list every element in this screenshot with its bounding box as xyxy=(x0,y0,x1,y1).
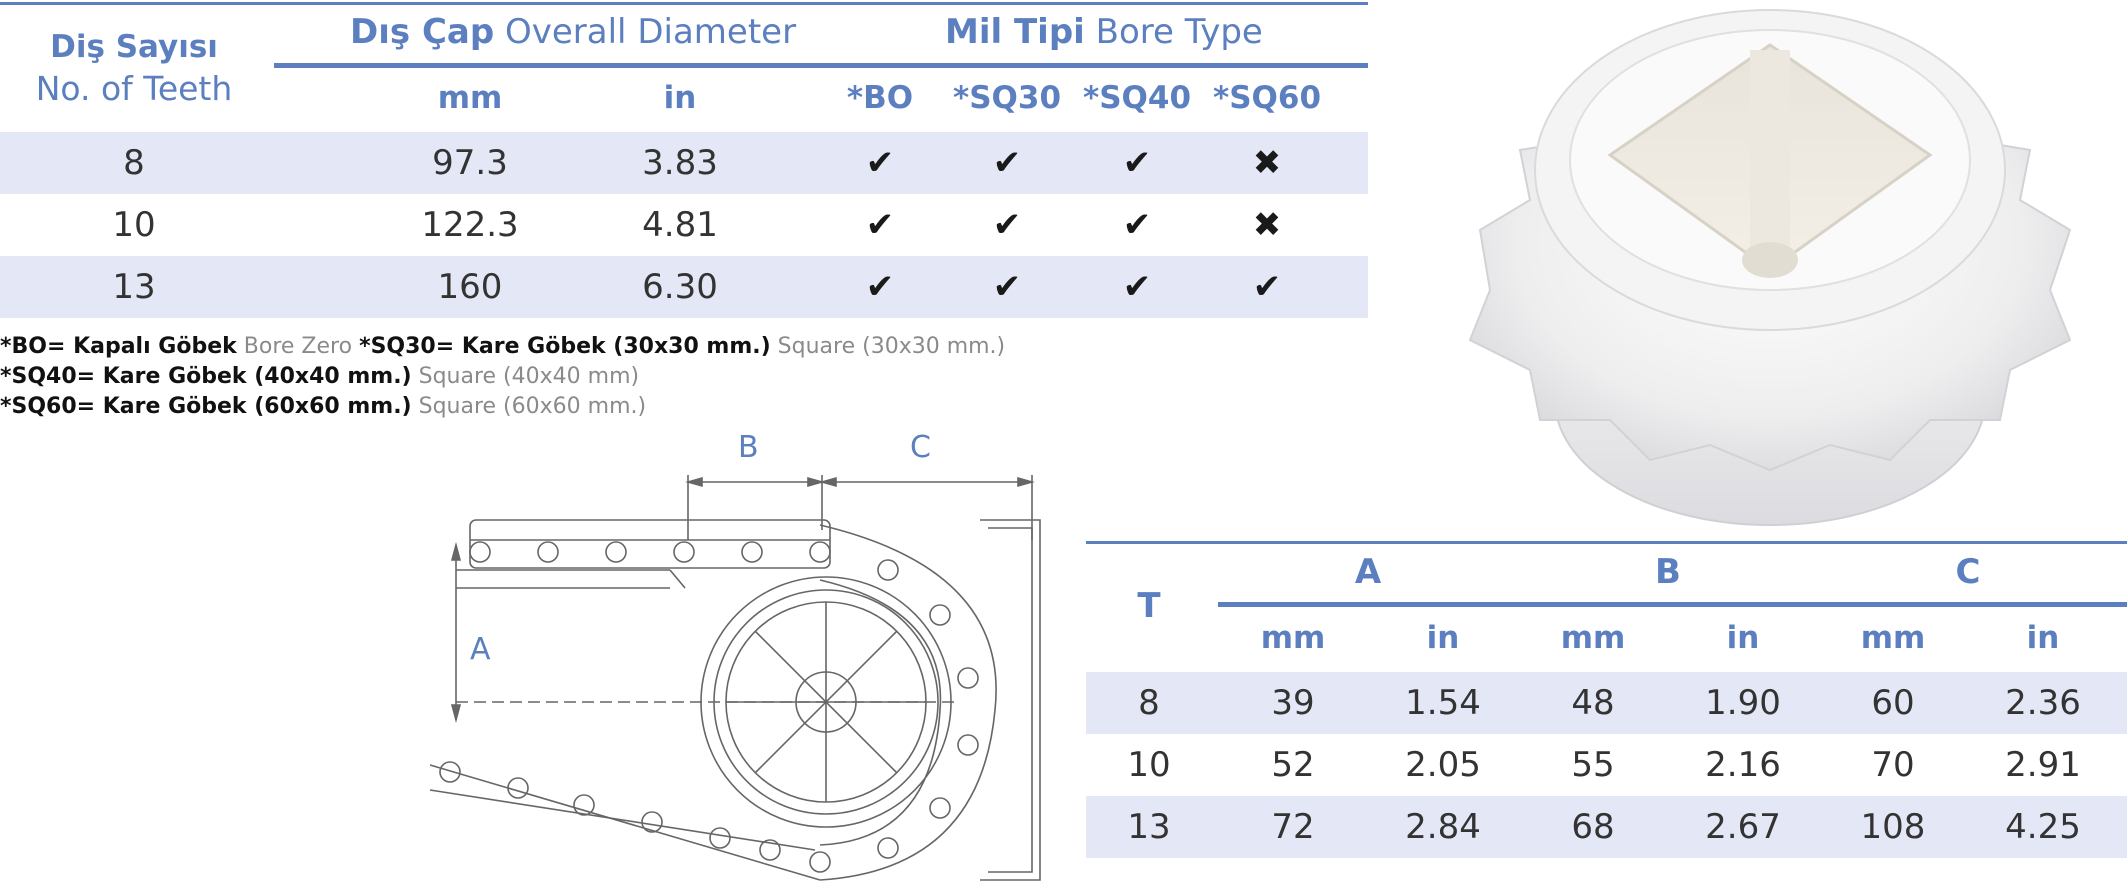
diameter-mm-cell: 160 xyxy=(437,267,503,307)
diameter-header-tr: Dış Çap xyxy=(350,12,495,52)
table-row: 13 160 6.30 ✔ ✔ ✔ ✔ xyxy=(0,256,1368,318)
table-row: 8 97.3 3.83 ✔ ✔ ✔ ✖ xyxy=(0,132,1368,194)
teeth-header-en: No. of Teeth xyxy=(35,69,233,108)
sprocket-illustration xyxy=(1468,9,2072,526)
bore-header: Mil Tipi Bore Type xyxy=(945,12,1263,52)
sub-header-sq30: *SQ30 xyxy=(952,80,1062,116)
check-icon: ✔ xyxy=(1122,205,1152,245)
value-cell: 60 xyxy=(1871,683,1915,723)
group-header-c: C xyxy=(1955,552,1981,592)
value-cell: 68 xyxy=(1571,807,1615,847)
sub-header-sq40: *SQ40 xyxy=(1082,80,1192,116)
note-line: *SQ60= Kare Göbek (60x60 mm.) Square (60… xyxy=(0,392,1005,422)
check-icon: ✔ xyxy=(992,143,1022,183)
teeth-cell: 8 xyxy=(123,143,145,183)
diameter-in-cell: 3.83 xyxy=(642,143,718,183)
value-cell: 1.90 xyxy=(1705,683,1781,723)
table-header-rule xyxy=(274,63,1368,68)
cross-icon: ✖ xyxy=(1252,143,1282,183)
t-header: T xyxy=(1137,586,1161,626)
check-icon: ✔ xyxy=(1252,267,1282,307)
value-cell: 2.84 xyxy=(1405,807,1481,847)
value-cell: 48 xyxy=(1571,683,1615,723)
value-cell: 70 xyxy=(1871,745,1915,785)
teeth-cell: 13 xyxy=(112,267,156,307)
note-sq30-tr: *SQ30= Kare Göbek (30x30 mm.) xyxy=(359,334,771,359)
sub-header-c-in: in xyxy=(2026,620,2060,656)
check-icon: ✔ xyxy=(992,267,1022,307)
note-sq30-en: Square (30x30 mm.) xyxy=(777,334,1006,359)
value-cell: 4.25 xyxy=(2005,807,2081,847)
value-cell: 2.05 xyxy=(1405,745,1481,785)
value-cell: 39 xyxy=(1271,683,1315,723)
diameter-mm-cell: 122.3 xyxy=(421,205,519,245)
value-cell: 2.36 xyxy=(2005,683,2081,723)
table-row: 10 122.3 4.81 ✔ ✔ ✔ ✖ xyxy=(0,194,1368,256)
diameter-in-cell: 4.81 xyxy=(642,205,718,245)
bore-header-tr: Mil Tipi xyxy=(945,12,1085,52)
note-line: *SQ40= Kare Göbek (40x40 mm.) Square (40… xyxy=(0,362,1005,392)
diameter-header: Dış Çap Overall Diameter xyxy=(350,12,796,52)
dimension-table: T A B C mm in mm in mm in 8 39 1.54 48 1… xyxy=(1086,538,2127,858)
dimension-label-a: A xyxy=(470,632,491,667)
note-sq60-tr: *SQ60= Kare Göbek (60x60 mm.) xyxy=(0,394,412,419)
check-icon: ✔ xyxy=(1122,143,1152,183)
group-header-a: A xyxy=(1354,552,1382,592)
t-cell: 10 xyxy=(1127,745,1171,785)
sprocket-chain-drawing: B C A xyxy=(420,420,1060,890)
sub-header-b-mm: mm xyxy=(1560,620,1626,656)
note-bo-en: Bore Zero xyxy=(243,334,353,359)
table-top-rule xyxy=(0,2,1368,5)
note-sq40-tr: *SQ40= Kare Göbek (40x40 mm.) xyxy=(0,364,412,389)
teeth-table: Diş Sayısı No. of Teeth Dış Çap Overall … xyxy=(0,0,1368,318)
sub-header-mm: mm xyxy=(437,80,503,116)
t-cell: 8 xyxy=(1138,683,1160,723)
table-row: 8 39 1.54 48 1.90 60 2.36 xyxy=(1086,672,2127,734)
value-cell: 108 xyxy=(1860,807,1926,847)
cross-icon: ✖ xyxy=(1252,205,1282,245)
check-icon: ✔ xyxy=(1122,267,1152,307)
value-cell: 2.16 xyxy=(1705,745,1781,785)
diameter-mm-cell: 97.3 xyxy=(432,143,508,183)
bore-type-notes: *BO= Kapalı Göbek Bore Zero *SQ30= Kare … xyxy=(0,332,1005,422)
sprocket-product-image xyxy=(1410,0,2127,540)
teeth-cell: 10 xyxy=(112,205,156,245)
sub-header-b-in: in xyxy=(1726,620,1760,656)
table-row: 13 72 2.84 68 2.67 108 4.25 xyxy=(1086,796,2127,858)
value-cell: 72 xyxy=(1271,807,1315,847)
sub-header-a-mm: mm xyxy=(1260,620,1326,656)
table-header-rule xyxy=(1218,602,2127,607)
value-cell: 2.91 xyxy=(2005,745,2081,785)
note-bo-tr: *BO= Kapalı Göbek xyxy=(0,334,237,359)
sub-header-sq60: *SQ60 xyxy=(1212,80,1322,116)
value-cell: 52 xyxy=(1271,745,1315,785)
sub-header-a-in: in xyxy=(1426,620,1460,656)
sub-header-bo: *BO xyxy=(846,80,914,116)
check-icon: ✔ xyxy=(992,205,1022,245)
teeth-header: Diş Sayısı No. of Teeth xyxy=(0,26,268,110)
sub-header-c-mm: mm xyxy=(1860,620,1926,656)
group-header-b: B xyxy=(1655,552,1681,592)
note-sq40-en: Square (40x40 mm) xyxy=(418,364,640,389)
value-cell: 55 xyxy=(1571,745,1615,785)
check-icon: ✔ xyxy=(865,205,895,245)
bore-header-en: Bore Type xyxy=(1095,12,1263,52)
note-line: *BO= Kapalı Göbek Bore Zero *SQ30= Kare … xyxy=(0,332,1005,362)
value-cell: 2.67 xyxy=(1705,807,1781,847)
teeth-header-tr: Diş Sayısı xyxy=(50,29,218,65)
check-icon: ✔ xyxy=(865,267,895,307)
table-top-rule xyxy=(1086,541,2127,544)
chain-drawing-svg xyxy=(429,475,1041,881)
table-row: 10 52 2.05 55 2.16 70 2.91 xyxy=(1086,734,2127,796)
diameter-in-cell: 6.30 xyxy=(642,267,718,307)
dimension-label-b: B xyxy=(738,430,759,465)
sub-header-in: in xyxy=(663,80,697,116)
t-cell: 13 xyxy=(1127,807,1171,847)
dimension-label-c: C xyxy=(910,430,931,465)
check-icon: ✔ xyxy=(865,143,895,183)
value-cell: 1.54 xyxy=(1405,683,1481,723)
diameter-header-en: Overall Diameter xyxy=(505,12,797,52)
note-sq60-en: Square (60x60 mm.) xyxy=(418,394,647,419)
